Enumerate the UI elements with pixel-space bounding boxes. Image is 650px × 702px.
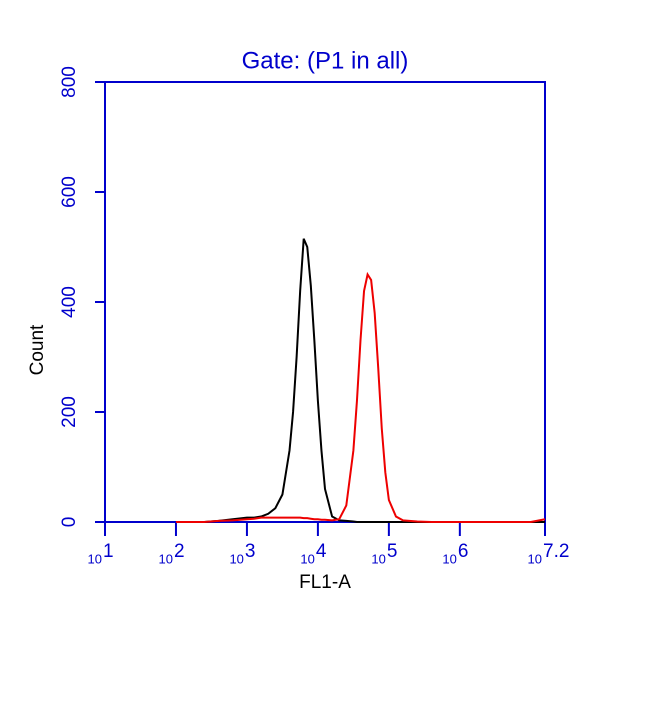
- x-tick-base: 10: [528, 551, 542, 566]
- x-tick-base: 10: [229, 551, 243, 566]
- x-tick-exponent: 6: [458, 541, 469, 562]
- x-tick-exponent: 5: [387, 541, 398, 562]
- x-tick-exponent: 2: [174, 541, 185, 562]
- x-tick-exponent: 4: [316, 541, 327, 562]
- y-tick-label: 0: [59, 517, 80, 528]
- y-tick-label: 600: [59, 176, 80, 208]
- x-tick-exponent: 3: [245, 541, 256, 562]
- x-axis-label: FL1-A: [299, 572, 351, 593]
- x-tick-exponent: 7.2: [543, 541, 569, 562]
- x-tick-base: 10: [371, 551, 385, 566]
- histogram-line: [175, 271, 546, 523]
- x-tick-base: 10: [88, 551, 102, 566]
- y-tick-label: 800: [59, 66, 80, 98]
- x-tick-base: 10: [300, 551, 314, 566]
- x-tick-exponent: 1: [103, 541, 114, 562]
- x-tick-base: 10: [442, 551, 456, 566]
- histogram-line: [175, 238, 545, 523]
- y-tick-label: 400: [59, 286, 80, 318]
- x-tick-base: 10: [158, 551, 172, 566]
- y-tick-label: 200: [59, 396, 80, 428]
- y-axis-label: Count: [27, 324, 48, 375]
- plot-frame: [104, 81, 546, 523]
- chart-title: Gate: (P1 in all): [242, 47, 409, 74]
